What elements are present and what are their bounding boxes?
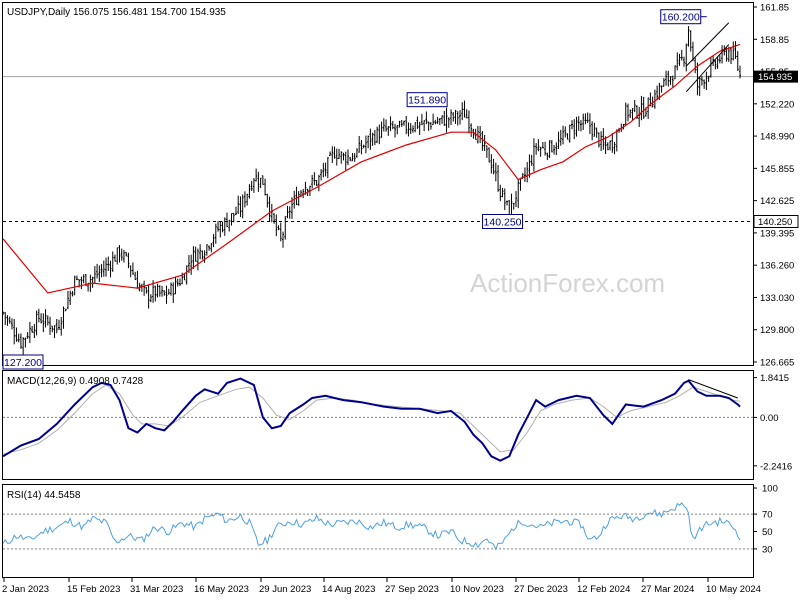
annotation-127-200: 127.200 bbox=[2, 354, 44, 370]
macd-tick-label: -2.2416 bbox=[760, 461, 792, 472]
x-tick-label: 16 May 2023 bbox=[194, 584, 249, 595]
macd-tick-label: 1.8415 bbox=[760, 373, 789, 384]
annotation-label: 160.200 bbox=[662, 12, 700, 24]
price-tick-label: 136.260 bbox=[760, 261, 794, 272]
rsi-tick-label: 100 bbox=[762, 484, 778, 495]
rsi-tick-label: 70 bbox=[762, 510, 773, 521]
x-tick-label: 10 Nov 2023 bbox=[450, 584, 504, 595]
price-tick-label: 133.030 bbox=[760, 293, 794, 304]
macd-trendline bbox=[688, 379, 738, 399]
annotation-label: 151.890 bbox=[408, 95, 446, 107]
price-header: USDJPY,Daily 156.075 156.481 154.700 154… bbox=[7, 7, 226, 18]
macd-title: MACD(12,26,9) 0.4908 0.7428 bbox=[7, 376, 144, 387]
support-price-badge bbox=[753, 214, 799, 228]
current-price-label: 154.935 bbox=[758, 72, 792, 83]
price-tick-label: 139.395 bbox=[760, 228, 794, 239]
macd-panel bbox=[2, 370, 754, 480]
x-tick-label: 15 Feb 2023 bbox=[67, 584, 120, 595]
rsi-tick-label: 50 bbox=[762, 527, 773, 538]
watermark: ActionForex.com bbox=[470, 268, 665, 298]
annotation-label: 127.200 bbox=[4, 357, 42, 369]
rsi-line bbox=[2, 502, 741, 551]
x-tick-label: 27 Sep 2023 bbox=[385, 584, 439, 595]
price-tick-label: 145.855 bbox=[760, 164, 794, 175]
x-tick-label: 10 May 2024 bbox=[706, 584, 761, 595]
moving-average-line bbox=[2, 43, 741, 294]
price-tick-label: 152.220 bbox=[760, 99, 794, 110]
annotation-151-890: 151.890 bbox=[406, 92, 448, 108]
support-price-label: 140.250 bbox=[758, 217, 792, 228]
rsi-title: RSI(14) 44.5458 bbox=[7, 490, 81, 501]
x-tick-label: 12 Feb 2024 bbox=[577, 584, 630, 595]
macd-tick-label: 0.00 bbox=[760, 413, 779, 424]
price-tick-label: 158.85 bbox=[760, 35, 789, 46]
price-trendline-0 bbox=[685, 22, 730, 67]
annotation-140-250: 140.250 bbox=[482, 213, 524, 229]
price-tick-label: 126.665 bbox=[760, 358, 794, 369]
rsi-tick-label: 30 bbox=[762, 544, 773, 555]
price-tick-label: 142.625 bbox=[760, 196, 794, 207]
x-tick-label: 29 Jun 2023 bbox=[259, 584, 311, 595]
x-tick-label: 31 Mar 2023 bbox=[130, 584, 183, 595]
x-tick-label: 2 Jan 2023 bbox=[2, 584, 49, 595]
annotation-label: 140.250 bbox=[484, 216, 522, 228]
price-tick-label: 161.85 bbox=[760, 3, 789, 14]
annotation-160-200: 160.200 bbox=[660, 9, 707, 25]
price-tick-label: 129.800 bbox=[760, 325, 794, 336]
x-tick-label: 14 Aug 2023 bbox=[322, 584, 375, 595]
current-price-badge bbox=[754, 70, 798, 83]
price-panel bbox=[2, 2, 754, 366]
x-tick-label: 27 Mar 2024 bbox=[641, 584, 694, 595]
price-tick-label: 148.990 bbox=[760, 132, 794, 143]
price-trendline-1 bbox=[685, 44, 730, 93]
macd-line bbox=[2, 377, 741, 462]
x-tick-label: 27 Dec 2023 bbox=[514, 584, 568, 595]
